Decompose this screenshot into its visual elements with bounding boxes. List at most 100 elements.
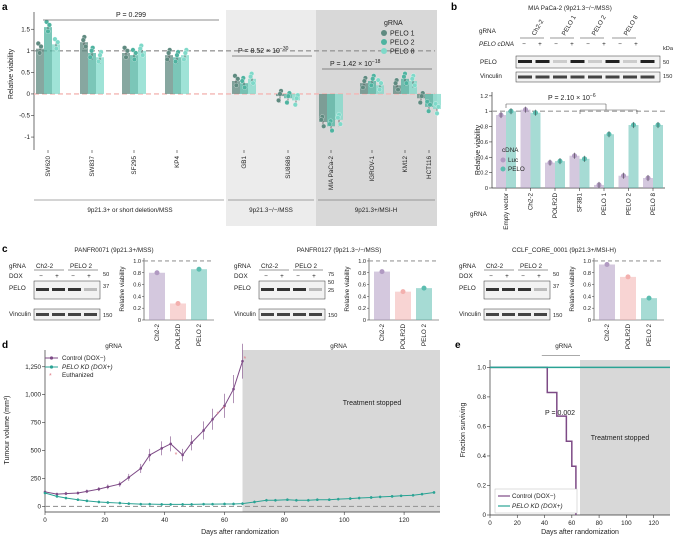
panel-e: e Treatment stopped Fraction surviving D… [455,340,670,536]
a-dot [55,39,61,45]
panel-b-letter: b [451,2,457,13]
c-band-vinculin [534,313,547,316]
c-dox-label: DOX [234,273,248,280]
d-point [295,498,298,502]
legend-pelo8: PELO 8 [390,49,415,56]
a-x-label: IGROV-1 [369,156,376,182]
a-dot [140,52,146,58]
c-grna-axis: gRNA [330,343,348,350]
c-dot [421,285,427,291]
c-dox-label: DOX [9,273,23,280]
a-bar [52,44,60,94]
panel-a-letter: a [2,2,8,13]
b-y-tick-label: 1 [485,109,488,115]
a-dot [52,36,58,42]
d-x-tick-label: 120 [399,517,410,524]
c-band-pelo [486,288,499,291]
blot-band-vinculin [570,75,585,79]
c-band-pelo [68,288,81,291]
b-bar [579,158,590,188]
a-dot [361,78,367,84]
c-band-vinculin [68,313,81,316]
panel-a-ylabel: Relative viability [8,48,15,99]
d-legend-control: Control (DOX−) [62,355,106,362]
c-row-vinculin: Vinculin [459,311,481,318]
group-label-2: 9p21.3−/−/MSS [249,207,293,214]
b-bar [520,109,531,188]
c-row-vinculin: Vinculin [9,311,31,318]
a-dot [44,19,50,25]
d-point [169,442,172,446]
a-dot [393,80,399,86]
c-band-pelo [502,288,515,291]
blot-sign: − [522,41,526,48]
c-bar [374,271,390,320]
b-x-label: PELO 1 [601,193,608,216]
a-dot [318,117,324,123]
blot-band-vinculin [605,75,620,79]
blot-band-pelo [588,60,602,63]
c-dot [646,295,652,301]
blot-row-vinculin: Vinculin [480,73,502,80]
c-y-tick-label: 0.6 [133,283,141,289]
c-blot-pelo [258,280,326,300]
a-x-label: MIA PaCa-2 [328,156,335,190]
d-y-tick-label: 750 [30,420,41,427]
d-point [64,496,68,500]
a-bar [36,48,44,94]
c-lane-2: PELO 2 [70,263,93,270]
c-band-pelo [52,288,65,291]
a-bar [88,52,96,94]
d-legend-euthanized: Euthanized [62,372,94,379]
e-treatment-stopped-label: Treatment stopped [591,435,650,442]
a-dot [96,59,102,65]
a-bar [319,93,327,122]
e-legend-kd: PELO KD (DOX+) [512,503,563,510]
panel-b-title: MIA PaCa-2 (9p21.3−/−/MSS) [528,5,612,12]
c-sign: − [264,273,268,280]
c-x-label: POLR2D [400,324,407,350]
a-dot [284,100,290,106]
d-euthanized-marker: * [223,406,226,413]
a-dot [80,37,86,43]
panel-b-xlabels: Empty vector Ch2-2 POLR2D SF3B1 PELO 1 PELO 2… [503,188,657,230]
c-bar [191,269,207,320]
a-dot [378,80,384,86]
a-bar [80,42,88,94]
c-dot [196,266,202,272]
c-band-pelo [277,288,290,291]
panel-a-bars [35,19,441,134]
blot-band-pelo [570,60,585,63]
c-row-vinculin: Vinculin [234,311,256,318]
a-dot [239,78,245,84]
c-y-tick-label: 0.8 [133,271,141,277]
b-y-tick-label: 0.4 [480,155,488,161]
legend-pelo2: PELO 2 [390,40,415,47]
blot-lane-label: PELO 2 [591,14,608,37]
a-dot [37,50,43,56]
c-dot [154,270,160,276]
d-point [139,467,143,470]
b-legend-swatch-pelo [500,166,506,172]
e-line-control [490,366,577,515]
panel-e-legend: Control (DOX−) PELO KD (DOX+) [494,488,578,514]
a-dot [435,104,441,110]
c-dot [175,300,181,306]
b-x-label: PELO 2 [626,193,633,216]
e-x-tick-label: 40 [541,520,549,527]
a-dot [173,59,179,65]
a-dot [233,82,239,88]
e-y-tick-label: 0 [482,512,486,519]
a-dot [335,115,341,121]
a-dot [409,76,415,82]
d-point [336,497,340,501]
c-y-tick-label: 1.0 [583,259,591,265]
a-dot [395,87,401,93]
b-bar [530,112,541,188]
a-dot [38,44,44,49]
c-x-label: PELO 2 [196,324,203,347]
a-dot [292,102,298,108]
a-dot [131,56,137,62]
p-value-3: P = 1.42 × 10−18 [330,59,381,68]
e-x-tick-label: 100 [621,520,632,527]
